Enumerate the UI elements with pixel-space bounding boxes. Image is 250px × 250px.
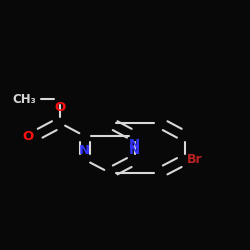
Text: O: O (54, 100, 65, 114)
Text: Br: Br (187, 153, 202, 166)
Text: N: N (79, 144, 90, 158)
Text: CH₃: CH₃ (12, 93, 36, 106)
Text: O: O (22, 130, 33, 142)
Text: N: N (129, 138, 140, 151)
Text: N: N (129, 144, 140, 158)
